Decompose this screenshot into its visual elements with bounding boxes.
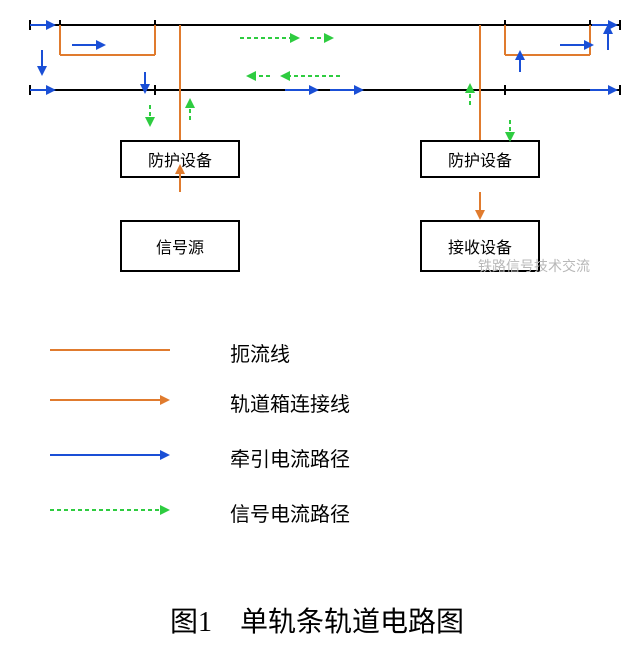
legend-label: 信号电流路径	[230, 498, 350, 527]
legend-swatch-choke	[50, 345, 170, 355]
rail-top	[30, 24, 620, 26]
box-label: 信号源	[156, 234, 204, 258]
rail-bottom	[30, 89, 620, 91]
legend-swatch-signal	[50, 505, 170, 515]
legend-label: 轨道箱连接线	[230, 388, 350, 417]
box-source: 信号源	[120, 220, 240, 272]
legend-swatch-connect	[50, 395, 170, 405]
legend-label: 扼流线	[230, 338, 290, 367]
legend-label: 牵引电流路径	[230, 443, 350, 472]
box-prot_right: 防护设备	[420, 140, 540, 178]
box-label: 防护设备	[448, 147, 512, 171]
legend-swatch-traction	[50, 450, 170, 460]
watermark: 铁路信号技术交流	[478, 256, 590, 276]
box-label: 接收设备	[448, 234, 512, 258]
figure-caption: 图1 单轨条轨道电路图	[170, 600, 464, 640]
